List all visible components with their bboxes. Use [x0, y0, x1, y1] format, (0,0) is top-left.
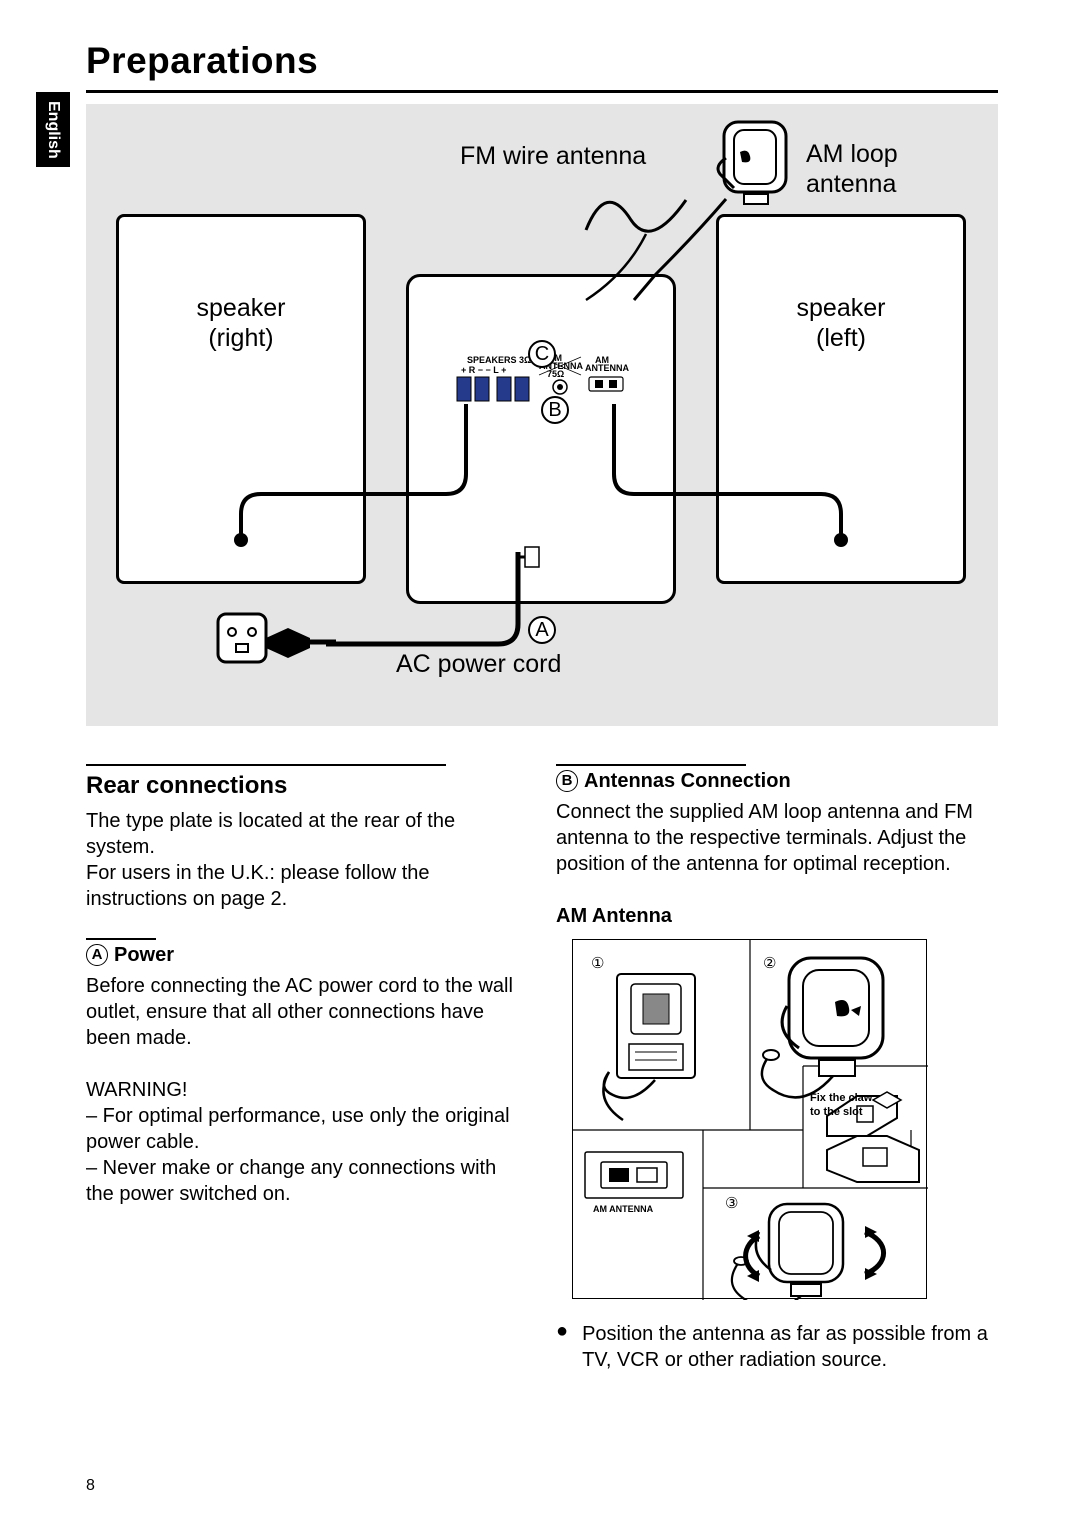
antennas-p1: Connect the supplied AM loop antenna and…: [556, 799, 998, 877]
bullet-dot-icon: ●: [556, 1321, 568, 1341]
am-antenna-small: AM ANTENNA: [593, 1204, 653, 1214]
antennas-marker: B: [556, 770, 578, 792]
rear-heading-rule: [86, 764, 446, 766]
warning-2: – Never make or change any connections w…: [86, 1155, 526, 1207]
warning-title: WARNING!: [86, 1077, 526, 1103]
ac-power-label: AC power cord: [396, 650, 561, 679]
left-column: Rear connections The type plate is locat…: [86, 764, 526, 1207]
am-bullet-text: Position the antenna as far as possible …: [582, 1321, 998, 1373]
right-column: B Antennas Connection Connect the suppli…: [556, 764, 998, 1373]
power-p1: Before connecting the AC power cord to t…: [86, 973, 526, 1051]
power-heading-row: A Power: [86, 944, 526, 967]
title-rule: [86, 90, 998, 93]
connection-diagram: FM wire antenna AM loop antenna speaker …: [86, 104, 998, 726]
power-rule: [86, 938, 156, 940]
page-number: 8: [86, 1477, 95, 1495]
antennas-heading: Antennas Connection: [584, 770, 791, 793]
am-step-3: ③: [725, 1194, 738, 1212]
am-antenna-heading: AM Antenna: [556, 903, 998, 929]
wall-outlet-icon: [216, 606, 336, 676]
language-tab: English: [36, 92, 70, 167]
am-step-1: ①: [591, 954, 604, 972]
page-title: Preparations: [86, 40, 318, 82]
rear-connections-heading: Rear connections: [86, 772, 526, 800]
fix-claw-2: to the slot: [810, 1106, 863, 1118]
antennas-heading-row: B Antennas Connection: [556, 770, 998, 793]
antennas-rule: [556, 764, 746, 766]
rear-p1: The type plate is located at the rear of…: [86, 808, 526, 860]
power-marker: A: [86, 944, 108, 966]
am-bullet-row: ● Position the antenna as far as possibl…: [556, 1321, 998, 1373]
am-illus-svg: [573, 940, 928, 1300]
warning-1: – For optimal performance, use only the …: [86, 1103, 526, 1155]
power-heading: Power: [114, 944, 174, 967]
am-antenna-illustration: ① ② ③ Fix the claw to the slot AM ANTENN…: [572, 939, 927, 1299]
am-step-2: ②: [763, 954, 776, 972]
rear-p2: For users in the U.K.: please follow the…: [86, 860, 526, 912]
fix-claw-1: Fix the claw: [810, 1092, 872, 1104]
